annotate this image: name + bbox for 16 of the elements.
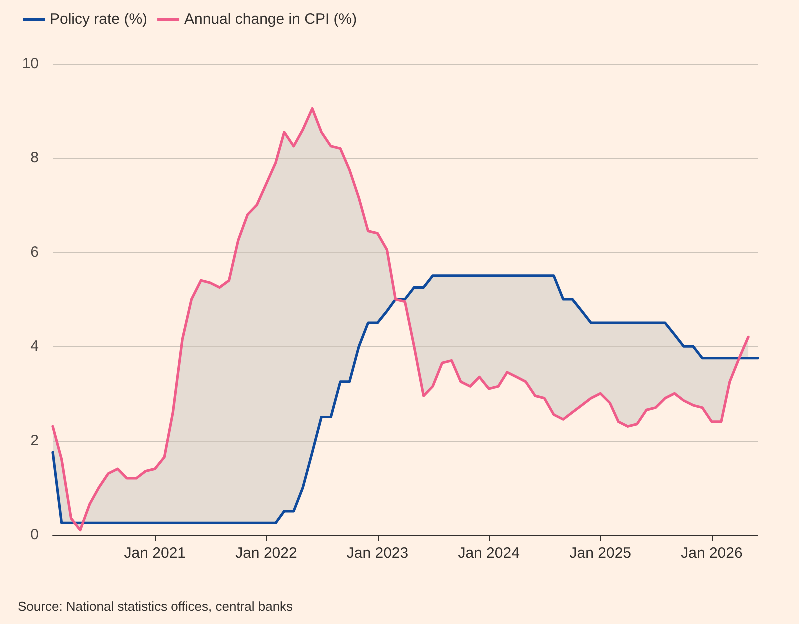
x-tick-label: Jan 2022 [236,545,298,562]
source-note: Source: National statistics offices, central banks [18,599,294,614]
y-tick-label: 10 [22,56,39,72]
y-tick-label: 8 [30,150,39,167]
x-tick-label: Jan 2025 [570,545,632,562]
legend-label: Annual change in CPI (%) [184,11,358,28]
x-tick-label: Jan 2021 [124,545,186,562]
x-tick-label: Jan 2023 [346,545,409,562]
x-tick-label: Jan 2024 [458,545,520,562]
y-tick-label: 4 [30,338,39,356]
y-tick-label: 6 [30,244,39,261]
y-tick-label: 0 [30,526,39,544]
x-tick-label: Jan 2026 [681,545,743,562]
legend-label: Policy rate (%) [50,11,148,28]
line-series [52,274,760,525]
y-tick-label: 2 [30,432,39,450]
